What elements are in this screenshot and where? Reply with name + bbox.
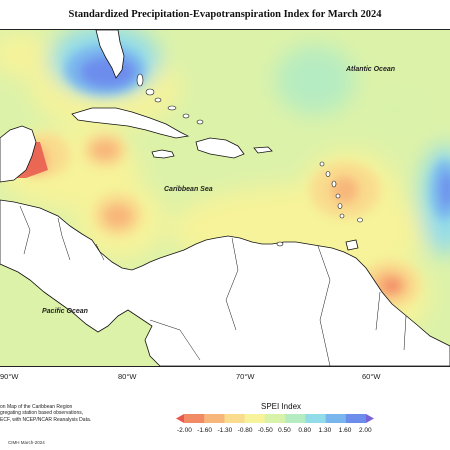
legend-tick-label: -2.00 [177,427,192,434]
lon-tick-label: 60°W [362,372,381,381]
legend-colorbar [176,414,374,423]
credit-text: CIMH March-2024 [8,440,45,445]
legend-swatch [204,414,225,423]
legend-swatch [184,414,205,423]
spei-map [0,29,450,367]
legend-tick-label: 1.30 [318,427,332,434]
cuba [71,107,190,139]
legend-swatch [264,414,286,423]
puerto-rico [253,146,273,154]
label-pacific-ocean: Pacific Ocean [42,308,88,315]
legend-swatch [244,414,266,423]
yucatan [0,125,37,183]
legend-swatch [366,414,374,423]
legend-swatch [176,414,184,423]
label-caribbean-sea: Caribbean Sea [164,186,213,193]
jamaica [151,149,175,159]
method-note: on Map of the Caribbean Region gregating… [0,404,91,423]
legend-tick-label: -0.80 [237,427,253,434]
legend-title: SPEI Index [261,402,302,411]
land-masses [0,30,450,366]
map-title: Standardized Precipitation-Evapotranspir… [68,9,382,20]
legend-swatch [345,414,367,423]
hispaniola [195,137,245,159]
legend-tick-label: 1.60 [338,427,352,434]
legend-tick-label: -1.60 [197,427,213,434]
legend-swatch [285,414,306,423]
small-islands [136,73,363,247]
mainland [0,199,450,366]
legend-tick-label: 2.00 [359,427,372,434]
legend-swatch [325,414,347,423]
method-note-line: on Map of the Caribbean Region [0,404,73,410]
label-atlantic-ocean: Atlantic Ocean [346,66,396,73]
country-borders [19,205,407,366]
legend-tick-label: -1.30 [217,427,233,434]
method-note-line: ECF, with NCEP/NCAR Reanalysis Data. [0,416,92,423]
lon-tick-label: 80°W [118,372,137,381]
spei-map-canvas [0,30,450,366]
legend-colorbar-svg [176,414,374,423]
legend-tick-label: -0.50 [257,427,273,434]
method-note-line: gregating station based observations, [0,410,84,417]
legend-swatch [305,414,326,423]
legend-swatch [224,414,245,423]
legend-tick-label: 0.80 [298,427,311,434]
florida [95,30,125,79]
trinidad [345,239,359,251]
lon-tick-label: 70°W [236,372,255,381]
lon-tick-label: 90°W [0,372,19,381]
legend-tick-label: 0.50 [278,427,291,434]
